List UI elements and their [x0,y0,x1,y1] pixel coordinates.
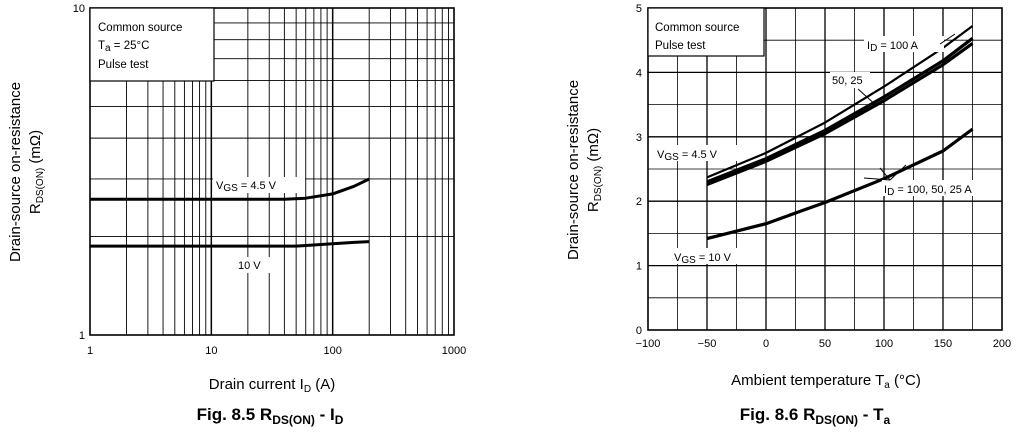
x-tick-label: 100 [323,345,341,357]
y-tick-label: 3 [636,132,642,144]
tick-labels: 1 10 100 1000 1 10 [73,3,466,357]
x-tick-label: 100 [875,338,893,350]
x-tick-label: −50 [698,338,717,350]
x-tick-label: −100 [636,338,661,350]
y-tick-label: 1 [636,261,642,273]
conditions-box [89,7,215,82]
x-tick-label: 50 [819,338,831,350]
x-tick-label: 1 [87,345,93,357]
annotation-leader [939,33,956,45]
chart-rds-vs-id: 1 10 100 1000 1 10 Common source Ta = 25°C Pu… [7,3,466,427]
condition-line: Common source [655,22,739,34]
label-bg [882,180,1000,196]
series-lines [706,25,974,241]
plot-frame [89,7,455,336]
condition-line: Pulse test [98,59,149,71]
annotation-vgs-10v: VGS = 10 V [674,252,732,266]
annotation-leader [879,167,891,181]
series-line [706,127,974,241]
series-label-10v: 10 V [238,260,261,272]
series-line [706,25,974,179]
label-bg [672,248,754,264]
label-bg [830,72,870,88]
annotation-50-25: 50, 25 [832,75,863,87]
annotation-leader [863,177,891,181]
x-tick-label: 0 [763,338,769,350]
ta-sym: T [98,40,105,52]
y-tick-label: 1 [79,330,85,342]
plot-frame [647,7,1003,331]
x-tick-label: 10 [205,345,217,357]
condition-line: Common source [98,22,182,34]
y-axis-title: Drain-source on-resistance RDS(ON) (mΩ) [565,80,604,260]
annotation-leader [857,88,878,107]
tick-labels: −100 −50 0 50 100 150 200 0 1 2 3 4 5 [636,3,1012,350]
annotation-vgs-4-5v: VGS = 4.5 V [657,149,718,163]
x-tick-label: 150 [934,338,952,350]
x-tick-label: 200 [993,338,1011,350]
y-axis-title-line1: Drain-source on-resistance [565,80,582,260]
series-line [706,42,974,186]
series-line [706,37,974,184]
label-bg [234,257,270,273]
series-label-vgs45: VGS = 4.5 V [216,180,277,194]
y-tick-label: 0 [636,325,642,337]
x-tick-label: 1000 [442,345,466,357]
y-axis-title-line2: RDS(ON) (mΩ) [27,130,46,214]
label-bg [655,145,737,161]
y-tick-label: 2 [636,196,642,208]
annotation-id-all: ID = 100, 50, 25 A [884,184,972,198]
y-axis-title: Drain-source on-resistance RDS(ON) (mΩ) [7,82,46,262]
condition-line: Ta = 25°C [98,40,149,54]
label-bg [864,36,944,52]
y-tick-label: 4 [636,67,642,79]
condition-line: Pulse test [655,40,706,52]
annotation-leader [889,164,907,181]
y-tick-label: 5 [636,3,642,15]
y-tick-label: 10 [73,3,85,15]
y-axis-title-line2: RDS(ON) (mΩ) [585,128,604,212]
y-axis-title-line1: Drain-source on-resistance [7,82,24,262]
series-line [90,240,370,248]
label-bg [213,177,305,193]
x-axis-title: Drain current ID (A) [209,376,335,395]
figure-caption: Fig. 8.5 RDS(ON) - ID [197,405,344,427]
series-line [90,177,370,201]
conditions-box [647,7,765,57]
annotation-id-100a: ID = 100 A [867,40,919,54]
x-axis-title: Ambient temperature Ta (°C) [731,372,921,391]
ta-sub: a [105,43,111,54]
ta-rest: = 25°C [111,40,150,52]
series-lines [90,177,370,248]
figure-caption: Fig. 8.6 RDS(ON) - Ta [740,405,891,427]
